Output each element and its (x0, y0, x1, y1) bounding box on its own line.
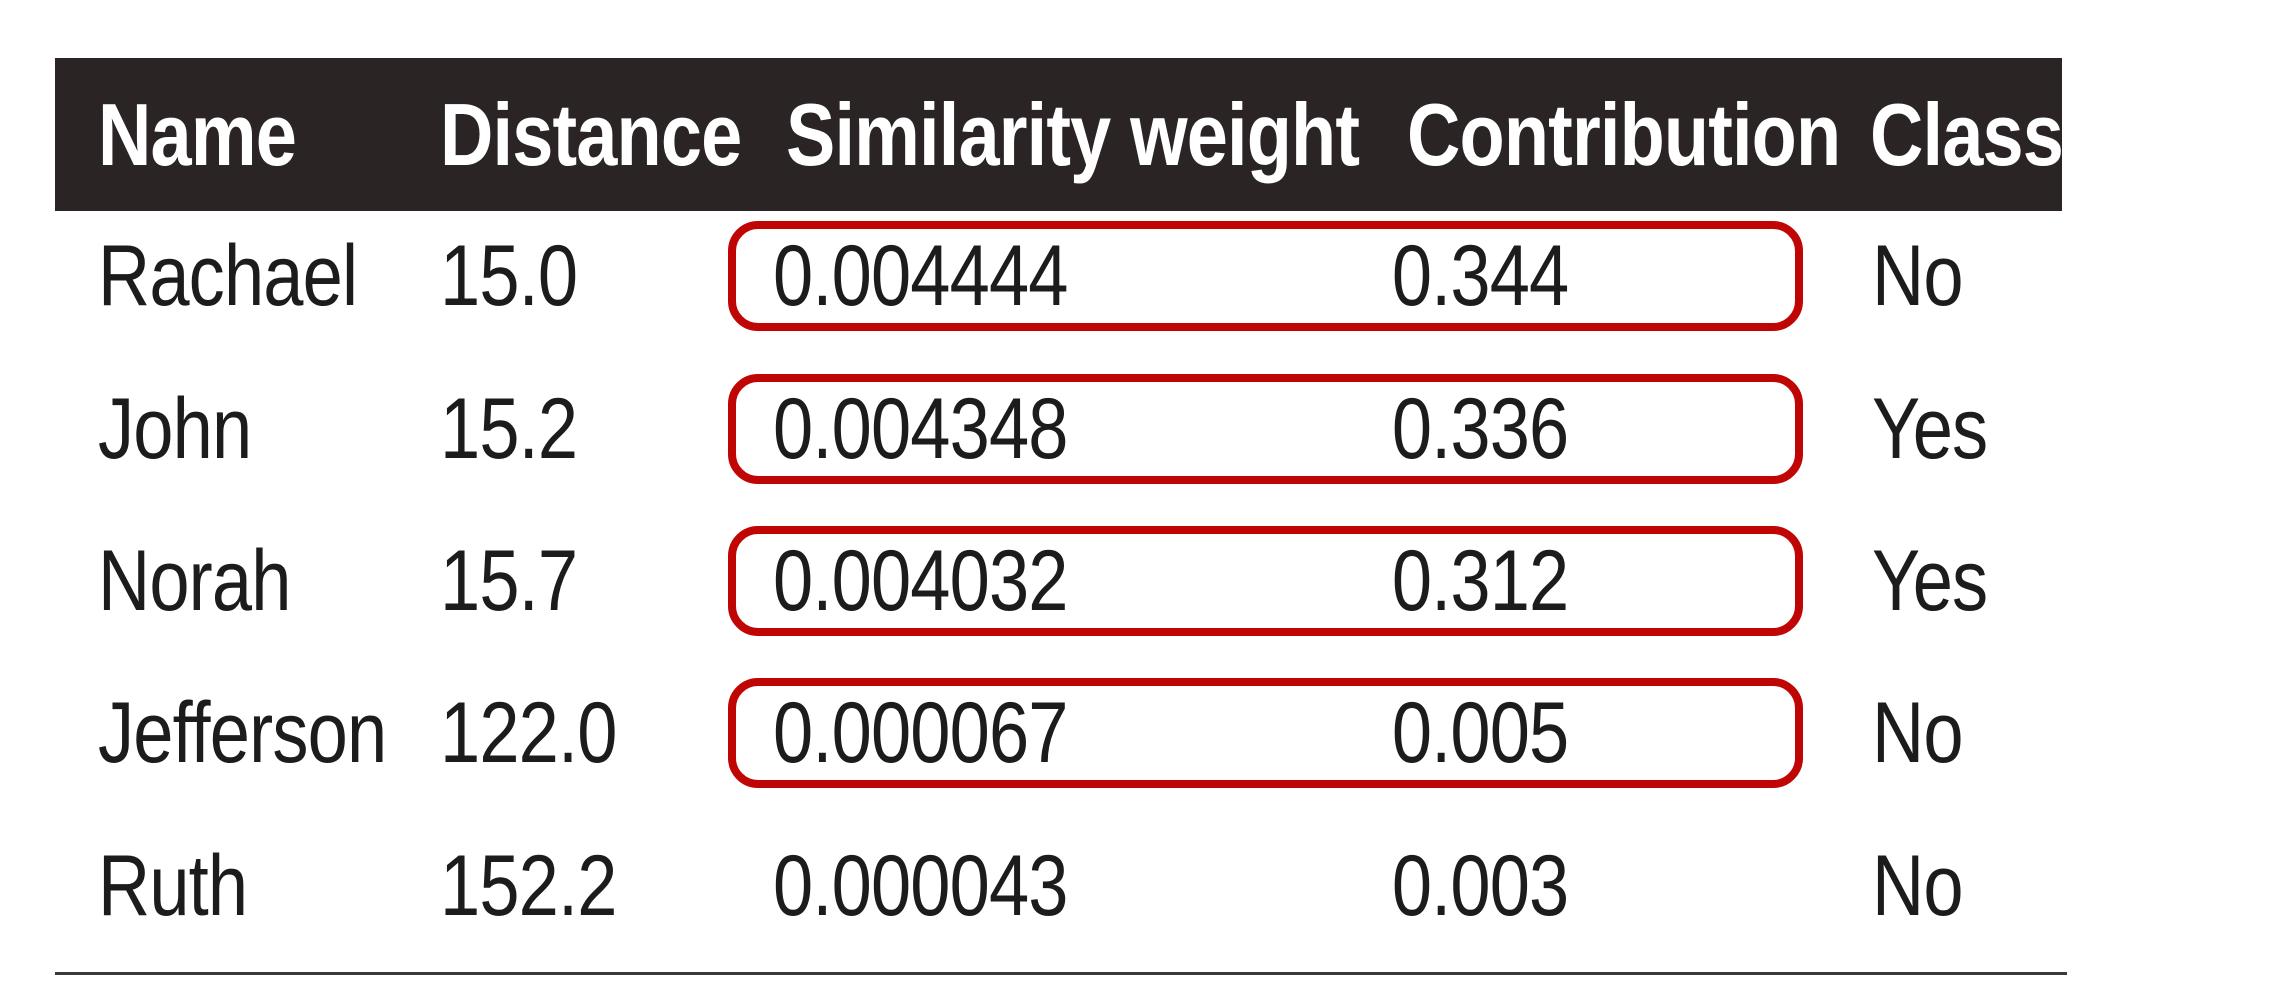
cell-name: John (98, 380, 252, 477)
cell-contribution: 0.003 (1391, 837, 1569, 934)
column-header-distance: Distance (440, 58, 799, 211)
table-bottom-rule (55, 972, 2067, 975)
cell-class: Yes (1872, 532, 1988, 629)
highlight-outline (728, 526, 1803, 636)
table-row: Ruth 152.2 0.000043 0.003 No (0, 831, 2269, 941)
cell-name: Rachael (98, 227, 358, 324)
table-row: Rachael 15.0 0.004444 0.344 No (0, 221, 2269, 331)
cell-similarity-weight: 0.000067 (773, 684, 1068, 781)
column-header-name: Name (98, 58, 334, 211)
cell-similarity-weight: 0.004032 (773, 532, 1068, 629)
table-row: Norah 15.7 0.004032 0.312 Yes (0, 526, 2269, 636)
cell-similarity-weight: 0.004444 (773, 227, 1068, 324)
cell-distance: 15.7 (440, 532, 578, 629)
column-header-class: Class (1870, 58, 2100, 211)
cell-distance: 15.0 (440, 227, 578, 324)
cell-contribution: 0.344 (1391, 227, 1569, 324)
column-header-distance-label: Distance (440, 84, 742, 184)
cell-class: No (1872, 227, 1964, 324)
table-row: John 15.2 0.004348 0.336 Yes (0, 374, 2269, 484)
cell-contribution: 0.005 (1391, 684, 1569, 781)
cell-distance: 152.2 (440, 837, 617, 934)
column-header-name-label: Name (98, 84, 297, 184)
cell-class: No (1872, 837, 1964, 934)
cell-distance: 15.2 (440, 380, 578, 477)
cell-similarity-weight: 0.000043 (773, 837, 1068, 934)
cell-similarity-weight: 0.004348 (773, 380, 1068, 477)
cell-class: Yes (1872, 380, 1988, 477)
table-row: Jefferson 122.0 0.000067 0.005 No (0, 678, 2269, 788)
cell-name: Norah (98, 532, 291, 629)
column-header-contribution-label: Contribution (1407, 84, 1841, 184)
highlight-outline (728, 221, 1803, 331)
table-header-row: Name Distance Similarity weight Contribu… (55, 58, 2064, 211)
cell-contribution: 0.312 (1391, 532, 1569, 629)
cell-class: No (1872, 684, 1964, 781)
highlight-outline (728, 678, 1803, 788)
cell-name: Ruth (98, 837, 248, 934)
column-header-class-label: Class (1870, 84, 2064, 184)
column-header-similarity-weight: Similarity weight (786, 58, 1468, 211)
cell-contribution: 0.336 (1391, 380, 1569, 477)
column-header-contribution: Contribution (1407, 58, 1923, 211)
highlight-outline (728, 374, 1803, 484)
column-header-similarity-weight-label: Similarity weight (786, 84, 1360, 184)
cell-distance: 122.0 (440, 684, 617, 781)
cell-name: Jefferson (98, 684, 387, 781)
